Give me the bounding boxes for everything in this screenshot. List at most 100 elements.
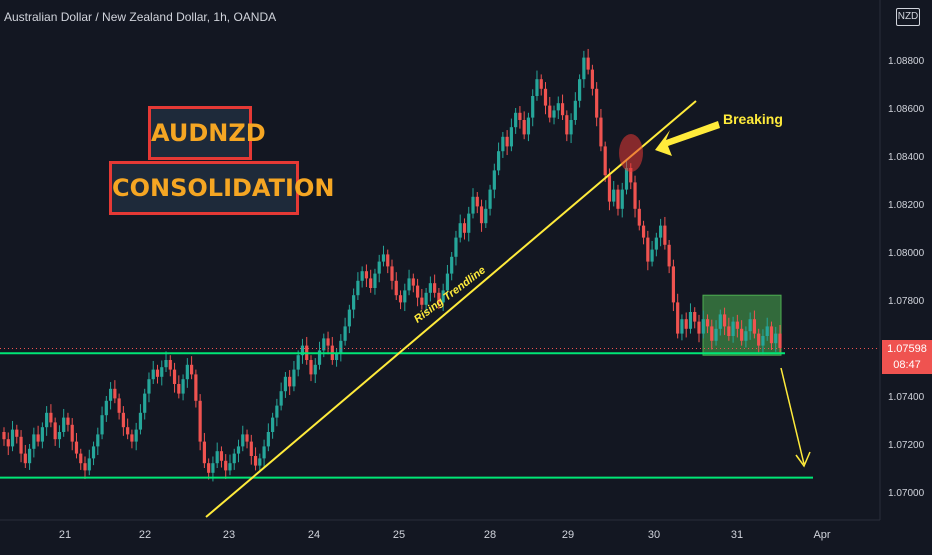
candle-body [509,127,513,147]
candle-body [599,117,603,147]
currency-badge[interactable]: NZD [896,8,920,26]
candle-body [428,283,432,293]
candle-body [126,427,130,435]
candle-body [765,326,769,336]
subtitle-box: CONSOLIDATION [109,161,334,215]
candle-body [650,249,654,262]
candle-body [23,453,27,464]
candle-body [552,110,556,118]
candle-body [215,451,219,464]
candle-body [722,314,727,327]
candle-body [633,182,637,209]
x-tick-label: 23 [223,529,235,541]
candle-body [347,309,351,327]
candle-body [496,151,501,171]
candle-body [535,79,539,96]
candle-body [727,326,731,336]
candle-body [616,189,620,209]
candle-body [185,364,189,380]
candle-body [398,295,403,303]
x-tick-label: 31 [731,529,743,541]
candle-body [377,261,381,274]
candle-body [194,374,198,401]
candle-body [53,422,57,440]
candle-body [36,434,40,442]
candle-body [19,436,23,454]
candle-body [296,355,300,370]
candle-body [424,292,428,305]
candle-body [646,237,650,262]
x-tick-label: Apr [813,529,830,541]
candle-body [2,432,6,440]
candle-body [236,446,241,454]
candle-body [415,285,420,298]
candle-body [96,434,100,447]
candle-body [6,439,10,447]
candle-body [514,112,518,128]
candle-body [693,312,697,322]
candle-body [761,336,765,346]
candle-body [66,417,70,425]
candle-body [629,168,633,183]
candle-body [522,120,526,135]
candle-body [548,105,552,118]
candle-body [531,96,535,118]
candle-body [74,441,79,454]
candle-body [360,271,364,281]
candle-body [403,290,407,303]
candle-body [219,451,224,461]
candle-body [586,57,590,70]
candle-body [680,319,684,334]
candle-body [168,360,172,370]
candle-body [505,136,509,147]
candle-body [228,463,232,471]
last-price: 1.07598 [887,343,927,355]
candle-body [595,88,599,118]
candle-body [121,412,125,428]
candle-body [49,412,53,423]
x-tick-label: 21 [59,529,71,541]
candle-body [620,189,624,209]
candle-body [87,458,91,471]
candle-body [283,376,288,392]
candle-body [752,319,757,334]
candle-body [62,417,66,432]
candle-body [582,57,586,80]
candle-body [91,446,96,459]
candle-body [390,266,394,281]
projection-line [780,367,805,465]
candle-body [501,136,505,152]
candle-body [467,213,471,233]
candle-body [117,398,121,413]
candle-body [394,280,398,296]
candle-body [714,328,718,341]
candle-body [279,391,283,406]
candle-body [100,415,104,435]
candle-body [57,432,62,440]
symbol-title: Australian Dollar / New Zealand Dollar, … [4,10,277,24]
candle-body [181,379,185,394]
candle-body [232,453,236,464]
candle-body [147,379,151,394]
projection-arrowhead [795,451,811,468]
candle-body [450,256,454,274]
candle-body [15,429,19,437]
candle-body [326,338,330,346]
y-tick-label: 1.08800 [888,56,925,67]
candle-body [10,429,15,447]
candle-body [70,424,74,442]
candle-body [352,295,356,310]
candle-body [45,412,49,428]
candle-body [373,273,377,288]
candle-body [407,278,411,291]
candle-body [155,369,160,377]
candle-body [207,463,211,473]
candle-body [258,458,262,466]
candle-body [663,225,667,245]
x-tick-label: 28 [484,529,496,541]
x-tick-label: 24 [308,529,320,541]
candle-body [292,369,296,387]
candle-body [705,319,710,327]
